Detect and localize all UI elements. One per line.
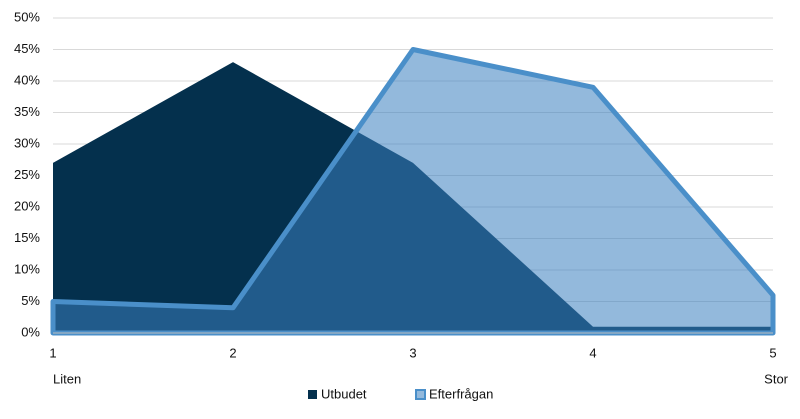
y-tick-label: 45% [14, 41, 40, 56]
legend-marker [415, 389, 426, 400]
y-tick-label: 30% [14, 135, 40, 150]
x-tick-label: 3 [409, 345, 416, 360]
y-tick-label: 10% [14, 261, 40, 276]
area [50, 47, 776, 336]
legend-label: Utbudet [321, 386, 367, 401]
y-tick-label: 35% [14, 104, 40, 119]
y-tick-label: 50% [14, 9, 40, 24]
y-tick-label: 40% [14, 72, 40, 87]
y-tick-label: 20% [14, 198, 40, 213]
legend-label: Efterfrågan [429, 386, 493, 401]
y-tick-label: 0% [21, 324, 40, 339]
x-tick-label: 5 [769, 345, 776, 360]
x-start-label: Liten [53, 371, 81, 386]
y-tick-label: 25% [14, 167, 40, 182]
y-tick-label: 5% [21, 293, 40, 308]
x-tick-label: 2 [229, 345, 236, 360]
y-tick-label: 15% [14, 230, 40, 245]
legend-marker [308, 390, 317, 399]
x-tick-label: 4 [589, 345, 596, 360]
x-tick-label: 1 [49, 345, 56, 360]
x-end-label: Stor [764, 371, 789, 386]
